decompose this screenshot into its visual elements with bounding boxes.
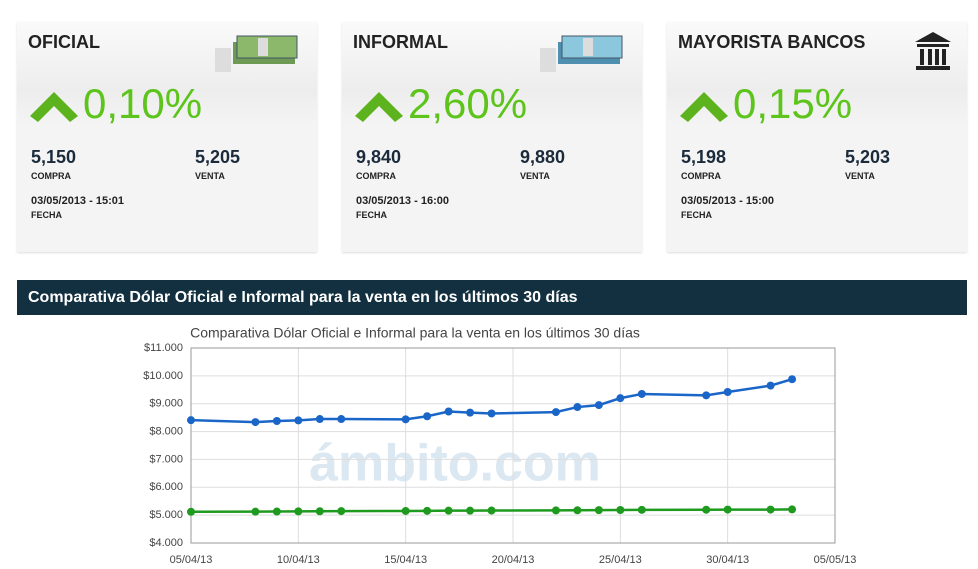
point: [551, 408, 560, 417]
rate-card: INFORMAL 2,60% 9,840 COMPRA 9,880 VENTA …: [342, 22, 642, 252]
date-label: FECHA: [356, 210, 387, 220]
up-arrow: [355, 92, 403, 122]
bank-icon: [915, 32, 951, 70]
point: [616, 394, 625, 403]
x-tick-label: 30/04/13: [706, 554, 749, 566]
date-label: FECHA: [681, 210, 712, 220]
point: [294, 507, 303, 516]
buy-value: 5,150: [31, 147, 77, 167]
chart-title: Comparativa Dólar Oficial e Informal par…: [190, 325, 640, 341]
sell-label: VENTA: [520, 171, 550, 181]
point: [723, 388, 732, 397]
date-label: FECHA: [31, 210, 62, 220]
sell-label: VENTA: [845, 171, 875, 181]
point: [401, 415, 410, 424]
card-title: MAYORISTA BANCOS: [678, 32, 866, 52]
point: [551, 506, 560, 515]
point: [401, 506, 410, 515]
change: 0,10%: [83, 80, 203, 127]
point: [702, 391, 711, 400]
x-tick-label: 10/04/13: [277, 554, 320, 566]
point: [294, 416, 303, 425]
x-tick-label: 15/04/13: [384, 554, 427, 566]
money-icon: [215, 35, 298, 72]
date: 03/05/2013 - 15:00: [681, 195, 774, 207]
point: [444, 407, 453, 416]
sell-value: 9,880: [520, 147, 566, 167]
point: [444, 506, 453, 515]
y-tick-label: $4.000: [149, 537, 183, 549]
point: [702, 505, 711, 514]
y-tick-label: $10.000: [143, 370, 183, 382]
change: 0,15%: [733, 80, 853, 127]
point: [337, 415, 346, 424]
buy-label: COMPRA: [31, 171, 71, 181]
y-tick-label: $6.000: [149, 481, 183, 493]
point: [251, 418, 260, 427]
point: [487, 506, 496, 515]
point: [187, 416, 195, 425]
point: [594, 506, 603, 515]
y-tick-label: $5.000: [149, 509, 183, 521]
point: [637, 389, 646, 398]
x-tick-label: 25/04/13: [599, 554, 642, 566]
point: [423, 506, 432, 515]
money-icon: [540, 35, 623, 72]
point: [573, 506, 582, 515]
x-tick-label: 20/04/13: [492, 554, 535, 566]
point: [187, 507, 195, 516]
x-tick-label: 05/05/13: [814, 554, 857, 566]
point: [766, 505, 775, 514]
point: [766, 381, 775, 390]
rate-card: MAYORISTA BANCOS 0,15% 5,198 COMPRA 5,20…: [667, 22, 967, 252]
point: [315, 507, 324, 516]
point: [466, 408, 475, 417]
point: [594, 401, 603, 410]
y-tick-label: $7.000: [149, 453, 183, 465]
sell-value: 5,203: [845, 147, 891, 167]
point: [487, 409, 496, 418]
y-tick-label: $9.000: [149, 398, 183, 410]
buy-label: COMPRA: [681, 171, 721, 181]
watermark: ámbito.com: [309, 435, 601, 493]
point: [573, 403, 582, 412]
x-tick-label: 05/04/13: [170, 554, 213, 566]
plot-border: [190, 347, 836, 544]
y-tick-label: $8.000: [149, 425, 183, 437]
card-title: INFORMAL: [353, 32, 448, 52]
point: [466, 506, 475, 515]
rate-card: OFICIAL 0,10% 5,150 COMPRA 5,205 VENTA 0…: [17, 22, 317, 252]
change: 2,60%: [408, 80, 528, 127]
sell-label: VENTA: [195, 171, 225, 181]
sell-value: 5,205: [195, 147, 241, 167]
date: 03/05/2013 - 15:01: [31, 195, 124, 207]
buy-label: COMPRA: [356, 171, 396, 181]
point: [616, 505, 625, 514]
section-header: Comparativa Dólar Oficial e Informal par…: [17, 280, 967, 315]
up-arrow: [30, 92, 78, 122]
point: [788, 505, 797, 514]
buy-value: 5,198: [681, 147, 727, 167]
buy-value: 9,840: [356, 147, 402, 167]
date: 03/05/2013 - 16:00: [356, 195, 449, 207]
point: [272, 416, 281, 425]
card-title: OFICIAL: [28, 32, 100, 52]
point: [637, 505, 646, 514]
point: [272, 507, 281, 516]
point: [788, 375, 797, 384]
point: [337, 507, 346, 516]
point: [423, 412, 432, 421]
up-arrow: [680, 92, 728, 122]
chart: Comparativa Dólar Oficial e Informal par…: [143, 325, 857, 566]
point: [723, 505, 732, 514]
point: [315, 415, 324, 424]
point: [251, 507, 260, 516]
y-tick-label: $11.000: [144, 342, 183, 354]
